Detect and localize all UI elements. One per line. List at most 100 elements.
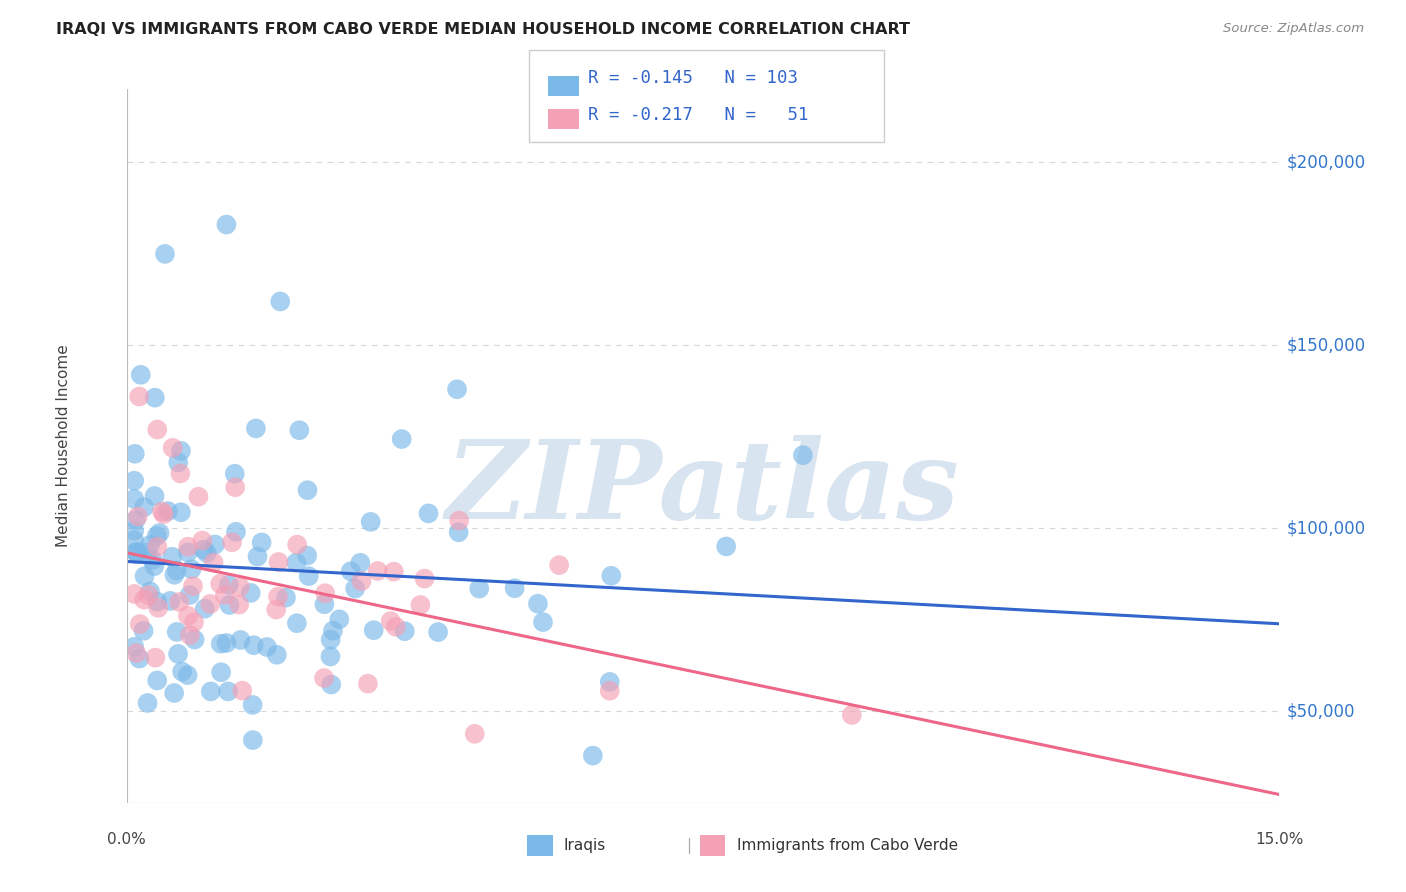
Point xyxy=(162,441,184,455)
Point xyxy=(245,421,267,435)
Point xyxy=(225,524,247,539)
Point xyxy=(298,569,321,583)
Point xyxy=(139,538,162,552)
Point xyxy=(214,588,236,602)
Point xyxy=(170,505,193,519)
Point xyxy=(224,480,246,494)
Point xyxy=(229,632,252,647)
Point xyxy=(319,649,342,664)
Point xyxy=(714,540,737,554)
Point xyxy=(170,443,193,458)
Point xyxy=(128,390,150,404)
Text: 0.0%: 0.0% xyxy=(107,832,146,847)
Point xyxy=(295,549,318,563)
Point xyxy=(179,628,201,642)
Point xyxy=(172,665,194,679)
Point xyxy=(136,545,159,559)
Point xyxy=(409,598,432,612)
Point xyxy=(256,640,278,654)
Point xyxy=(285,556,308,570)
Point xyxy=(229,580,252,594)
Point xyxy=(221,535,243,549)
Point xyxy=(217,684,239,698)
Point xyxy=(209,637,232,651)
Point xyxy=(166,624,188,639)
Point xyxy=(548,558,571,573)
Point xyxy=(269,294,291,309)
Point xyxy=(531,615,554,629)
Text: Median Household Income: Median Household Income xyxy=(56,344,70,548)
Point xyxy=(132,624,155,638)
Point xyxy=(503,581,526,595)
Point xyxy=(150,505,173,519)
Point xyxy=(264,602,287,616)
Text: $50,000: $50,000 xyxy=(1286,702,1355,721)
Point xyxy=(231,683,253,698)
Point xyxy=(385,620,408,634)
Text: ZIPatlas: ZIPatlas xyxy=(446,435,960,542)
Point xyxy=(344,582,367,596)
Point xyxy=(122,587,145,601)
Point xyxy=(193,542,215,557)
Point xyxy=(153,247,176,261)
Point xyxy=(319,632,342,647)
Point xyxy=(328,612,350,626)
Point xyxy=(202,556,225,570)
Point xyxy=(129,368,152,382)
Point xyxy=(582,748,605,763)
Point xyxy=(145,529,167,543)
Point xyxy=(288,423,311,437)
Point xyxy=(169,595,191,609)
Point xyxy=(183,615,205,629)
Point xyxy=(159,594,181,608)
Point xyxy=(122,491,145,506)
Point xyxy=(180,562,202,576)
Point xyxy=(122,533,145,548)
Point xyxy=(312,671,335,685)
Point xyxy=(228,598,250,612)
Point xyxy=(250,535,273,549)
Point xyxy=(128,651,150,665)
Point xyxy=(349,556,371,570)
Point xyxy=(413,572,436,586)
Point xyxy=(382,565,405,579)
Point xyxy=(122,524,145,538)
Point xyxy=(148,600,170,615)
Point xyxy=(215,636,238,650)
Point xyxy=(132,592,155,607)
Point xyxy=(143,391,166,405)
Text: $100,000: $100,000 xyxy=(1286,519,1365,537)
Point xyxy=(124,513,146,527)
Point xyxy=(191,533,214,548)
Point xyxy=(391,432,413,446)
Point xyxy=(187,490,209,504)
Point xyxy=(166,564,188,578)
Point xyxy=(297,483,319,498)
Point xyxy=(167,456,190,470)
Point xyxy=(146,673,169,688)
Point xyxy=(527,597,550,611)
Text: |: | xyxy=(686,838,692,854)
Point xyxy=(285,616,308,631)
Point xyxy=(134,500,156,515)
Point xyxy=(266,648,288,662)
Point xyxy=(163,686,186,700)
Point xyxy=(139,584,162,599)
Point xyxy=(242,698,264,712)
Point xyxy=(274,591,297,605)
Point xyxy=(218,598,240,612)
Point xyxy=(143,559,166,574)
Point xyxy=(468,582,491,596)
Point xyxy=(177,608,200,623)
Text: 15.0%: 15.0% xyxy=(1256,832,1303,847)
Point xyxy=(209,577,232,591)
Point xyxy=(134,569,156,583)
Point xyxy=(141,553,163,567)
Point xyxy=(169,467,191,481)
Point xyxy=(124,447,146,461)
Point xyxy=(427,625,450,640)
Point xyxy=(242,638,264,652)
Point xyxy=(321,677,343,691)
Point xyxy=(122,640,145,654)
Point xyxy=(167,647,190,661)
